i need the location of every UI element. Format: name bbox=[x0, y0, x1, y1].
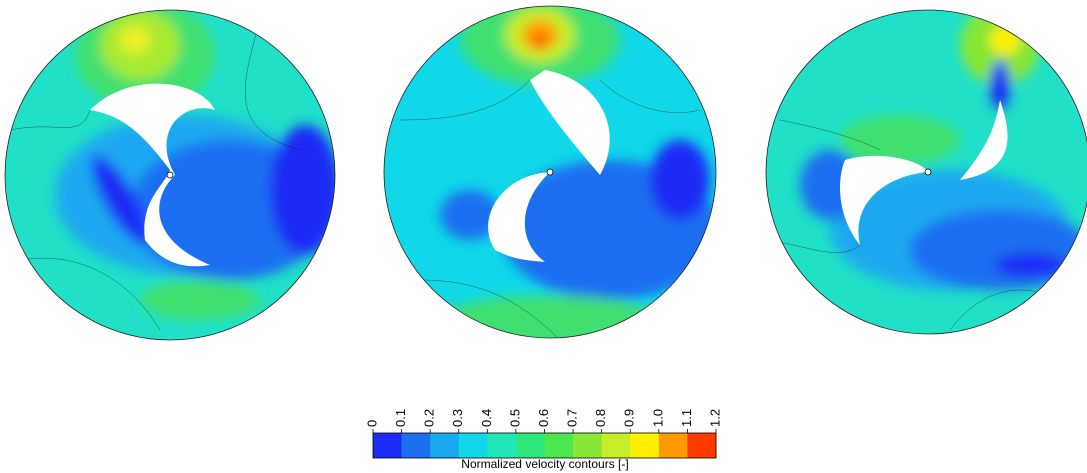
colorbar-tick-label: 0.3 bbox=[450, 409, 465, 427]
colorbar-tick-label: 0 bbox=[364, 420, 379, 427]
colorbar-label: Normalized velocity contours [-] bbox=[461, 457, 628, 471]
colorbar-band bbox=[515, 433, 545, 458]
colorbar-band bbox=[630, 433, 660, 458]
contour-panel bbox=[5, 10, 335, 340]
colorbar-band bbox=[573, 433, 602, 458]
contour-panel bbox=[766, 10, 1087, 334]
colorbar-band bbox=[687, 433, 717, 458]
colorbar-tick-label: 1.1 bbox=[679, 409, 694, 427]
contour-panel bbox=[384, 6, 716, 338]
panel-rim bbox=[4, 9, 336, 341]
colorbar-tick-label: 0.2 bbox=[422, 409, 437, 427]
colorbar-tick-label: 0.7 bbox=[565, 409, 580, 427]
colorbar-tick-label: 0.9 bbox=[622, 409, 637, 427]
colorbar-tick-label: 0.8 bbox=[593, 409, 608, 427]
panel-rim bbox=[765, 9, 1087, 335]
colorbar-band bbox=[458, 433, 488, 458]
panel-rim bbox=[383, 5, 717, 339]
colorbar-band bbox=[658, 433, 688, 458]
colorbar: 0 0.1 0.2 0.3 0.4 0.5 0.6 0.7 0.8 0.9 1.0 1.1 1.2 bbox=[364, 409, 722, 459]
colorbar-tick-label: 1.0 bbox=[650, 409, 665, 427]
colorbar-band bbox=[487, 433, 517, 458]
colorbar-band bbox=[601, 433, 631, 458]
colorbar-tick-label: 0.1 bbox=[393, 409, 408, 427]
colorbar-tick-label: 0.4 bbox=[479, 409, 494, 427]
colorbar-band bbox=[401, 433, 431, 458]
colorbar-band bbox=[544, 433, 574, 458]
colorbar-tick-label: 0.5 bbox=[507, 409, 522, 427]
colorbar-band bbox=[373, 433, 402, 458]
colorbar-tick-label: 1.2 bbox=[707, 409, 722, 427]
colorbar-band bbox=[430, 433, 460, 458]
colorbar-tick-label: 0.6 bbox=[536, 409, 551, 427]
